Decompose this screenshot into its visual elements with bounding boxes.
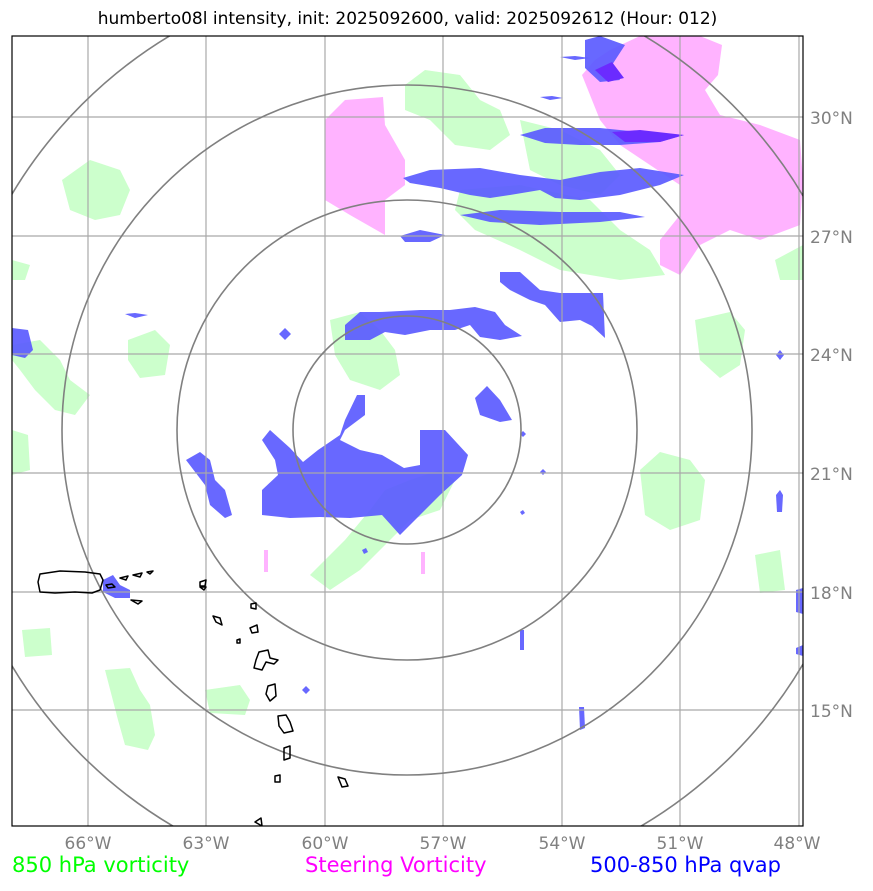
lon-label-63w: 63°W [183, 834, 230, 854]
map-gridlines [12, 36, 803, 826]
lon-label-60w: 60°W [302, 834, 349, 854]
plot-title: humberto08l intensity, init: 2025092600,… [97, 9, 718, 29]
qvap-overlap-field [595, 62, 684, 142]
legend-850-vorticity: 850 hPa vorticity [12, 853, 190, 877]
lon-label-48w: 48°W [774, 834, 821, 854]
longitude-labels: 66°W 63°W 60°W 57°W 54°W 51°W 48°W [65, 834, 821, 854]
lon-label-54w: 54°W [539, 834, 586, 854]
latitude-labels: 30°N 27°N 24°N 21°N 18°N 15°N [810, 109, 853, 722]
lon-label-66w: 66°W [65, 834, 112, 854]
lon-label-51w: 51°W [657, 834, 704, 854]
coastlines [37, 570, 349, 826]
lat-label-24n: 24°N [810, 346, 853, 366]
qvap-field [12, 36, 803, 730]
lat-label-30n: 30°N [810, 109, 853, 129]
legend-qvap: 500-850 hPa qvap [590, 853, 781, 877]
lon-label-57w: 57°W [420, 834, 467, 854]
lat-label-15n: 15°N [810, 702, 853, 722]
map-frame [11, 35, 804, 827]
lat-label-18n: 18°N [810, 584, 853, 604]
legend-steering-vorticity: Steering Vorticity [305, 853, 487, 877]
lat-label-21n: 21°N [810, 465, 853, 485]
vorticity-850-field [12, 70, 803, 750]
lat-label-27n: 27°N [810, 228, 853, 248]
